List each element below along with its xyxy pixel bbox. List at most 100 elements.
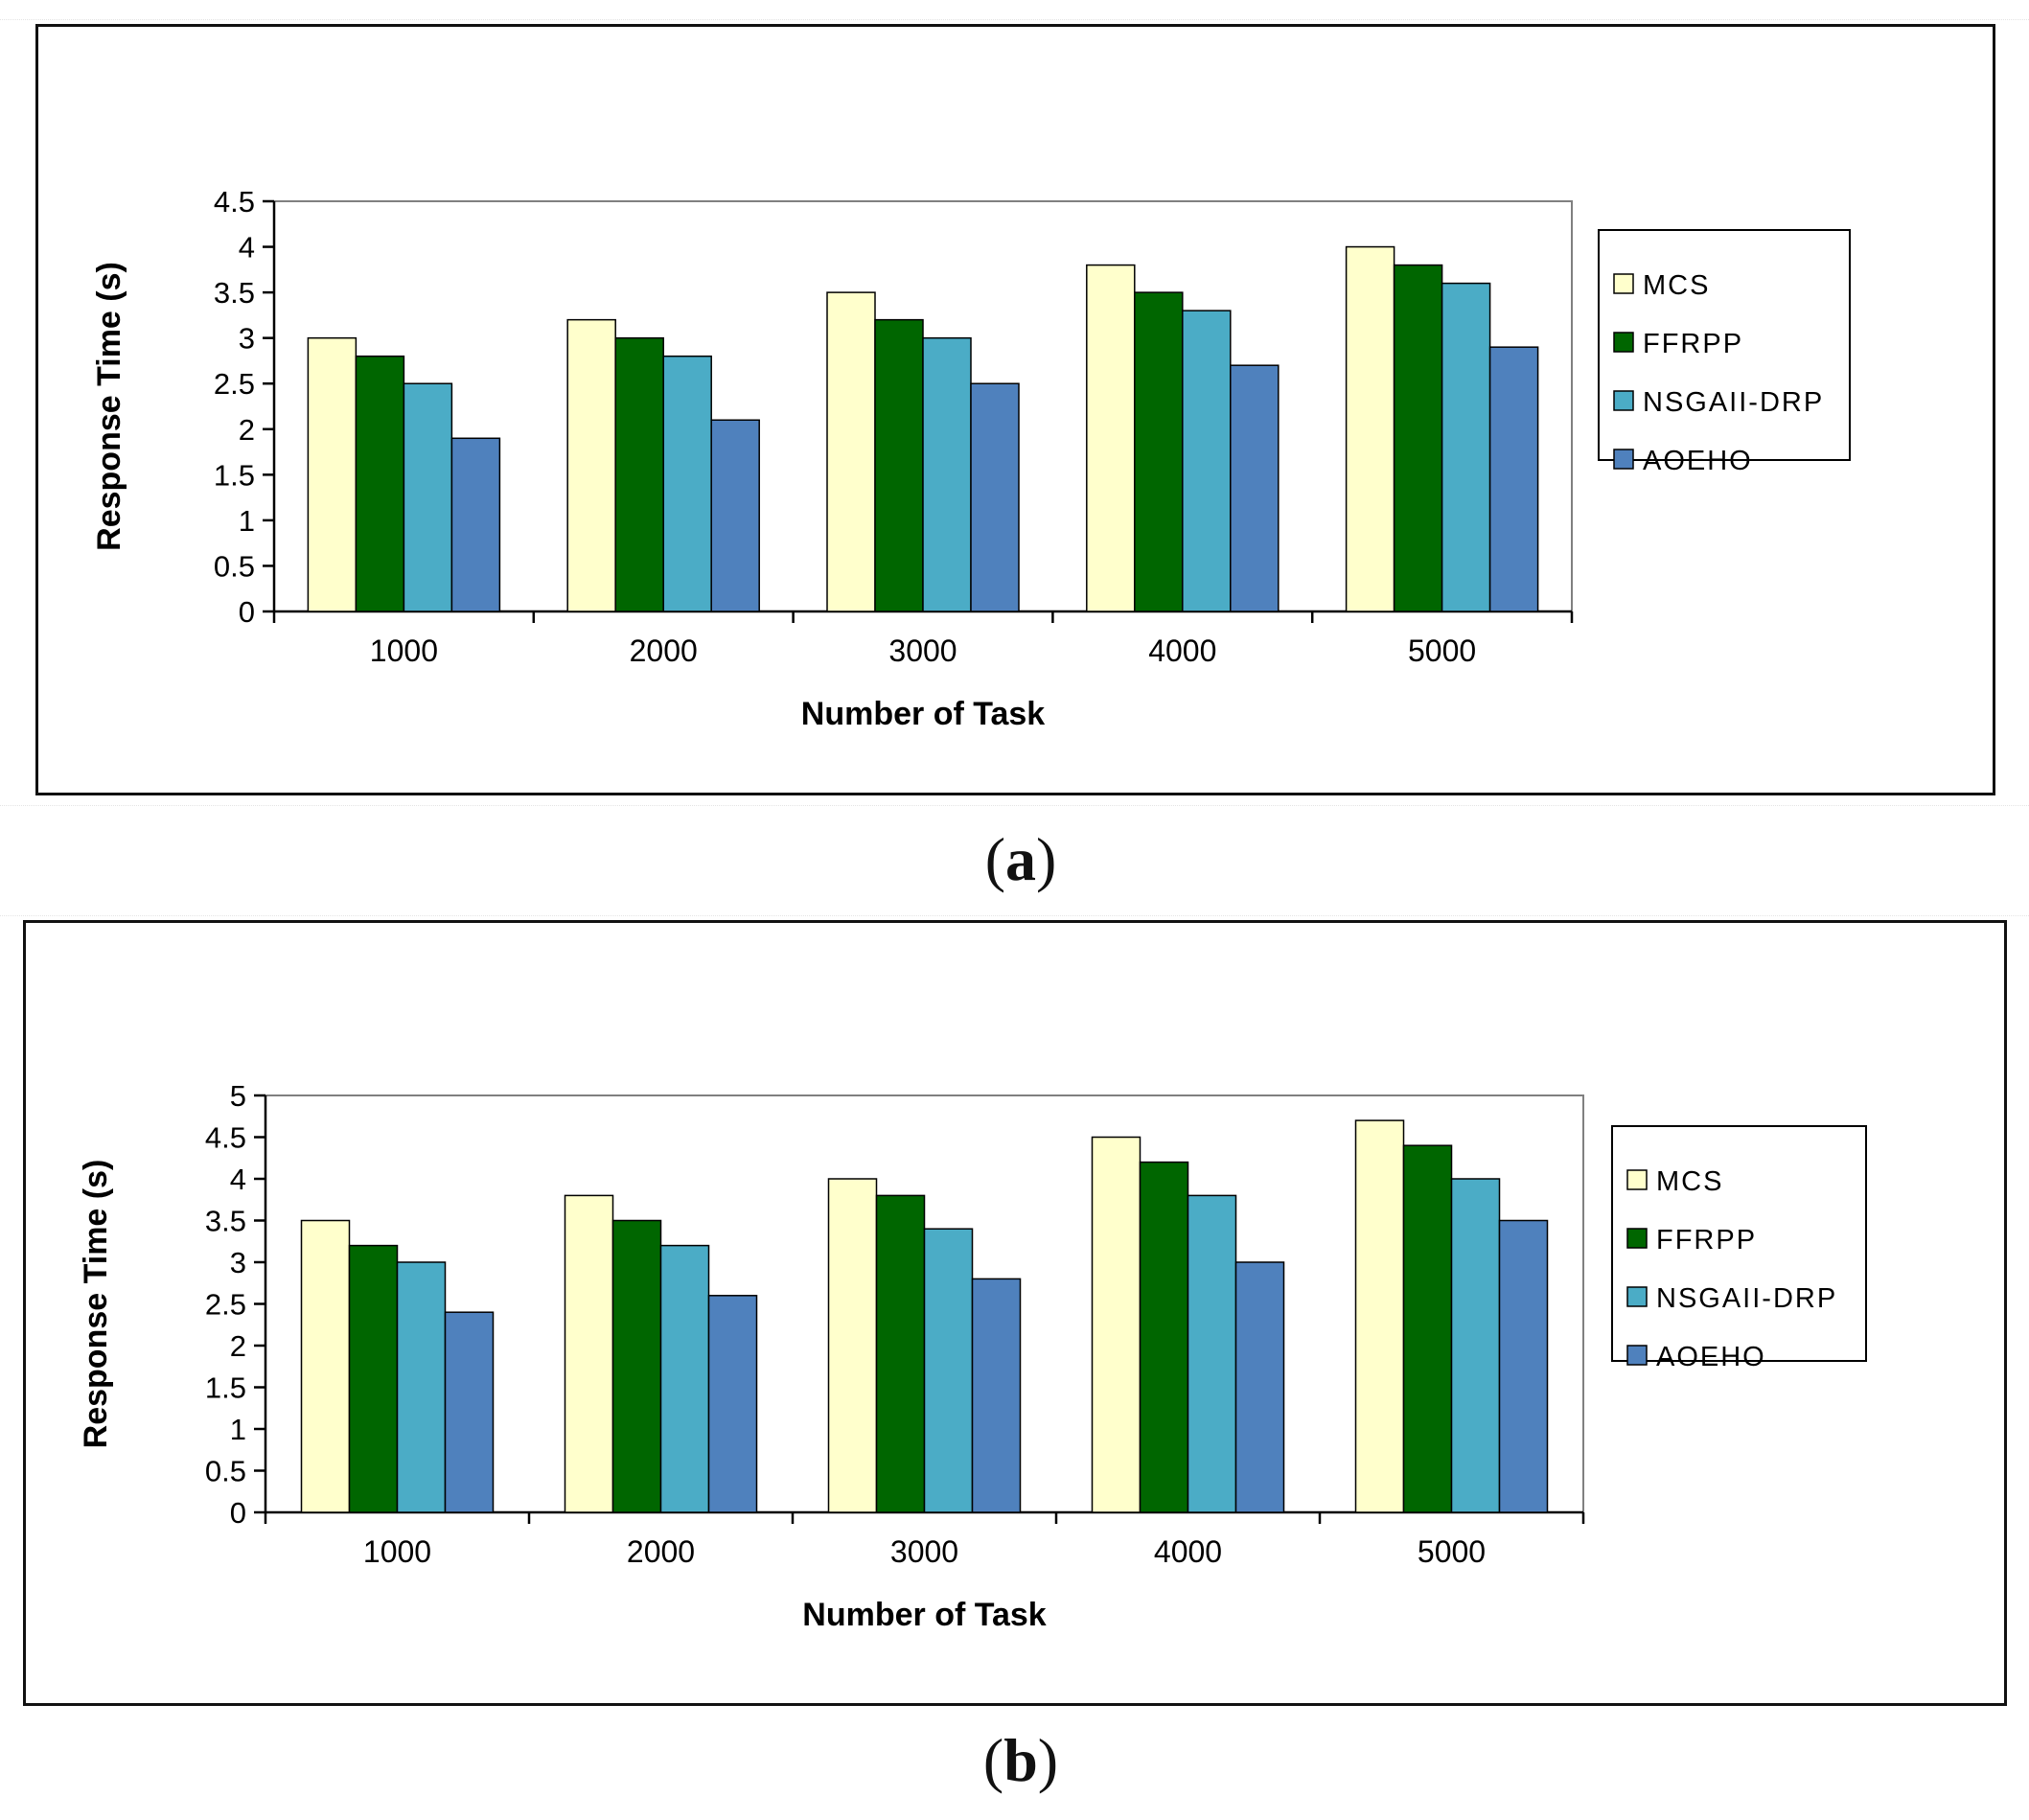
bar-aoeho [971, 1278, 1022, 1513]
bar-aoeho [1234, 1261, 1285, 1513]
y-tick-label: 1 [230, 1413, 246, 1446]
bar-aoeho [1230, 364, 1280, 612]
x-tick-label: 2000 [630, 634, 698, 668]
legend-swatch-aoeho [1626, 1345, 1648, 1366]
bar-ffrpp [874, 318, 924, 612]
bar-aoeho [970, 382, 1020, 612]
y-tick-label: 3.5 [205, 1205, 246, 1238]
x-axis-title: Number of Task [802, 1597, 1047, 1633]
bar-nsgaii-drp [662, 355, 712, 612]
caption-b: (b) [982, 1726, 1059, 1794]
bar-aoeho [707, 1295, 758, 1513]
x-tick-label: 3000 [888, 634, 957, 668]
y-tick-label: 0.5 [214, 549, 255, 583]
bar-mcs [564, 1194, 614, 1513]
y-tick-label: 0.5 [205, 1455, 246, 1488]
bar-ffrpp [1402, 1144, 1453, 1513]
bar-aoeho [1488, 346, 1539, 612]
caption-b-letter: b [1003, 1726, 1038, 1794]
bar-nsgaii-drp [1450, 1178, 1501, 1513]
legend-label: NSGAII-DRP [1643, 387, 1824, 418]
legend-swatch-mcs [1626, 1169, 1648, 1190]
bar-mcs [1091, 1136, 1141, 1513]
x-tick-label: 5000 [1418, 1534, 1486, 1569]
y-tick-label: 2 [239, 413, 255, 447]
bar-nsgaii-drp [1182, 310, 1232, 612]
chart-a-svg: 0 0.5 1 1.5 2 2.5 3 3.5 4 4.5 1000 2000 3000 4000 5000… [91, 185, 1851, 732]
legend-box [1611, 1125, 1867, 1362]
bar-ffrpp [1134, 291, 1184, 612]
background-gridline [0, 805, 2029, 806]
x-axis-title: Number of Task [801, 696, 1046, 732]
x-tick-label: 1000 [363, 1534, 431, 1569]
chart-panel-b: 0 0.5 1 1.5 2 2.5 3 3.5 4 4.5 5 1000 2000 3000 4000 500… [23, 920, 2007, 1706]
y-tick-label: 3 [230, 1246, 246, 1279]
legend-swatch-mcs [1613, 273, 1634, 294]
legend-label: FFRPP [1643, 329, 1743, 359]
bar-ffrpp [611, 1219, 662, 1513]
bar-nsgaii-drp [403, 382, 453, 612]
bar-mcs [827, 1178, 878, 1513]
y-axis-title: Response Time (s) [91, 262, 127, 551]
y-tick-label: 5 [230, 1079, 246, 1113]
y-axis-title: Response Time (s) [78, 1160, 114, 1449]
legend-label: MCS [1643, 270, 1710, 301]
bar-nsgaii-drp [396, 1261, 447, 1513]
x-tick-label: 3000 [890, 1534, 958, 1569]
legend-label: AOEHO [1656, 1342, 1766, 1372]
x-tick-label: 4000 [1148, 634, 1216, 668]
y-tick-label: 4.5 [205, 1121, 246, 1155]
bar-nsgaii-drp [922, 336, 972, 612]
bar-nsgaii-drp [923, 1228, 974, 1513]
y-tick-label: 1 [239, 504, 255, 538]
legend-swatch-ffrpp [1613, 332, 1634, 353]
y-tick-label: 2.5 [214, 367, 255, 401]
background-gridline [0, 19, 2029, 20]
y-tick-label: 4 [230, 1163, 246, 1196]
x-tick-label: 1000 [370, 634, 438, 668]
legend-label: NSGAII-DRP [1656, 1283, 1837, 1314]
y-tick-label: 0 [230, 1496, 246, 1530]
bar-ffrpp [348, 1244, 399, 1513]
bar-mcs [300, 1219, 351, 1513]
y-tick-label: 3.5 [214, 276, 255, 310]
chart-b-svg: 0 0.5 1 1.5 2 2.5 3 3.5 4 4.5 5 1000 2000 3000 4000 500… [78, 1079, 1867, 1633]
bar-nsgaii-drp [659, 1244, 710, 1513]
caption-a-letter: a [1005, 825, 1036, 893]
bar-aoeho [444, 1311, 495, 1513]
x-tick-label: 5000 [1408, 634, 1476, 668]
legend-swatch-nsgaii-drp [1613, 390, 1634, 411]
x-tick-label: 2000 [627, 1534, 695, 1569]
bar-aoeho [450, 437, 501, 612]
bar-nsgaii-drp [1441, 282, 1491, 612]
y-tick-label: 4.5 [214, 185, 255, 219]
x-tick-label: 4000 [1154, 1534, 1222, 1569]
bar-mcs [566, 318, 616, 612]
bar-ffrpp [355, 355, 405, 612]
legend-label: MCS [1656, 1166, 1723, 1197]
background-gridline [0, 915, 2029, 916]
bar-mcs [1354, 1119, 1405, 1513]
bar-ffrpp [614, 336, 664, 612]
bar-mcs [826, 291, 876, 612]
legend-label: AOEHO [1643, 446, 1753, 476]
bar-ffrpp [1393, 264, 1443, 612]
chart-panel-a: 0 0.5 1 1.5 2 2.5 3 3.5 4 4.5 1000 2000 3000 4000 5000… [35, 24, 1995, 795]
legend-swatch-ffrpp [1626, 1228, 1648, 1249]
legend-swatch-aoeho [1613, 449, 1634, 470]
y-tick-label: 1.5 [214, 458, 255, 492]
y-tick-label: 3 [239, 322, 255, 356]
bar-ffrpp [1139, 1161, 1189, 1513]
y-tick-label: 4 [239, 231, 255, 265]
bar-aoeho [710, 419, 760, 612]
bar-mcs [1345, 245, 1395, 612]
bar-nsgaii-drp [1187, 1194, 1237, 1513]
caption-a: (a) [984, 825, 1057, 893]
legend-label: FFRPP [1656, 1225, 1757, 1256]
bar-mcs [307, 336, 357, 612]
y-tick-label: 2 [230, 1329, 246, 1363]
y-tick-label: 1.5 [205, 1371, 246, 1405]
bar-aoeho [1498, 1219, 1549, 1513]
y-tick-label: 0 [239, 595, 255, 629]
bar-ffrpp [875, 1194, 926, 1513]
